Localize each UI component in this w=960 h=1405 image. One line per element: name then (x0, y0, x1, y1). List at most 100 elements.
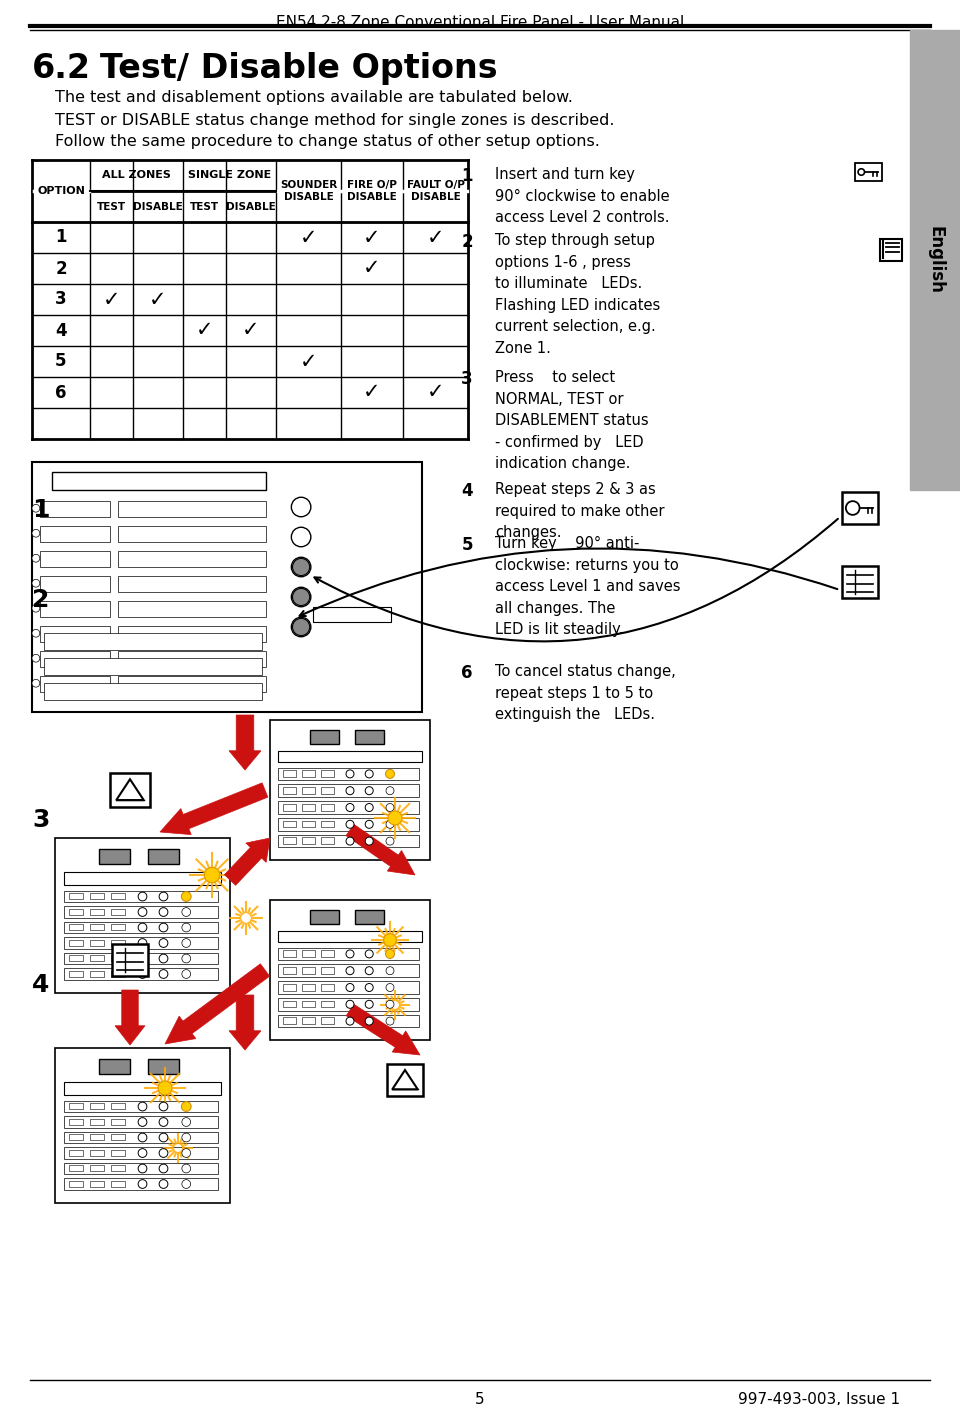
Text: 2: 2 (32, 589, 49, 613)
Bar (270, 901, 430, 1040)
Circle shape (138, 939, 147, 947)
Text: ✓: ✓ (363, 259, 381, 278)
Circle shape (32, 680, 39, 687)
Text: SOUNDER
DISABLE: SOUNDER DISABLE (280, 180, 337, 202)
Circle shape (386, 837, 394, 844)
Bar (283, 821, 296, 828)
Bar (302, 983, 315, 991)
Bar (355, 729, 384, 743)
Bar (302, 821, 315, 828)
Bar (322, 804, 334, 811)
Bar (118, 500, 266, 517)
Circle shape (365, 787, 373, 795)
Bar (278, 784, 419, 797)
Bar (69, 1134, 83, 1141)
Bar (63, 873, 221, 885)
Bar (283, 1000, 296, 1007)
Circle shape (32, 530, 39, 537)
Bar (278, 818, 419, 830)
Circle shape (386, 787, 394, 795)
Bar (111, 1103, 125, 1110)
Bar (55, 1048, 230, 1203)
Circle shape (181, 1134, 191, 1142)
Circle shape (138, 908, 147, 916)
Circle shape (291, 527, 311, 547)
Bar (111, 1134, 125, 1141)
Bar (278, 998, 419, 1010)
Circle shape (386, 821, 394, 829)
Text: 997-493-003, Issue 1: 997-493-003, Issue 1 (738, 1392, 900, 1405)
Bar (69, 1118, 83, 1125)
Polygon shape (225, 837, 270, 885)
Bar (387, 1065, 423, 1096)
Bar (322, 837, 334, 844)
Circle shape (138, 1134, 147, 1142)
Bar (302, 770, 315, 777)
Circle shape (159, 939, 168, 947)
Circle shape (159, 892, 168, 901)
Circle shape (138, 1180, 147, 1189)
Text: 1: 1 (56, 229, 67, 246)
Text: ✓: ✓ (363, 228, 381, 247)
Polygon shape (347, 1005, 420, 1055)
Bar (313, 607, 391, 622)
Bar (310, 910, 339, 924)
Text: English: English (926, 226, 944, 294)
Circle shape (365, 983, 373, 992)
Bar (302, 1017, 315, 1024)
Circle shape (346, 770, 354, 778)
Circle shape (291, 587, 311, 607)
Text: FAULT O/P
DISABLE: FAULT O/P DISABLE (407, 180, 465, 202)
Bar (110, 773, 150, 806)
Circle shape (181, 939, 191, 947)
Text: TEST or DISABLE status change method for single zones is described.: TEST or DISABLE status change method for… (55, 112, 614, 128)
Bar (90, 924, 104, 930)
Text: 4: 4 (462, 482, 473, 500)
Circle shape (159, 1102, 168, 1111)
Text: To step through setup
options 1-6 , press
to illuminate   LEDs.
Flashing LED ind: To step through setup options 1-6 , pres… (495, 233, 660, 355)
Bar (44, 634, 262, 649)
Bar (322, 950, 334, 957)
Bar (842, 492, 878, 524)
Circle shape (386, 804, 394, 812)
Bar (322, 983, 334, 991)
Circle shape (159, 1117, 168, 1127)
Circle shape (293, 558, 310, 576)
Circle shape (181, 908, 191, 916)
Bar (99, 1059, 131, 1075)
Bar (118, 551, 266, 568)
Bar (90, 955, 104, 961)
Text: 6: 6 (462, 665, 473, 681)
Text: The test and disablement options available are tabulated below.: The test and disablement options availab… (55, 90, 573, 105)
Text: TEST: TEST (190, 201, 219, 212)
Bar (63, 1116, 218, 1128)
Circle shape (291, 617, 311, 636)
Bar (69, 971, 83, 976)
Bar (322, 1000, 334, 1007)
Text: 6.2: 6.2 (32, 52, 91, 84)
Circle shape (365, 967, 373, 975)
Bar (63, 953, 218, 964)
Bar (118, 651, 266, 667)
Bar (63, 1179, 218, 1190)
Text: ✓: ✓ (427, 382, 444, 402)
Bar (32, 462, 422, 712)
Text: TEST: TEST (97, 201, 126, 212)
Bar (63, 1148, 218, 1159)
Circle shape (346, 967, 354, 975)
Bar (63, 906, 218, 917)
Bar (283, 770, 296, 777)
Bar (283, 804, 296, 811)
Polygon shape (229, 715, 261, 770)
Bar (39, 651, 110, 667)
Text: Test/ Disable Options: Test/ Disable Options (100, 52, 497, 84)
Bar (283, 967, 296, 974)
Bar (322, 821, 334, 828)
Bar (322, 1017, 334, 1024)
Text: 2: 2 (462, 233, 473, 251)
Circle shape (181, 1102, 191, 1111)
Bar (283, 983, 296, 991)
Circle shape (386, 770, 395, 778)
Bar (63, 1163, 218, 1175)
Bar (63, 968, 218, 979)
